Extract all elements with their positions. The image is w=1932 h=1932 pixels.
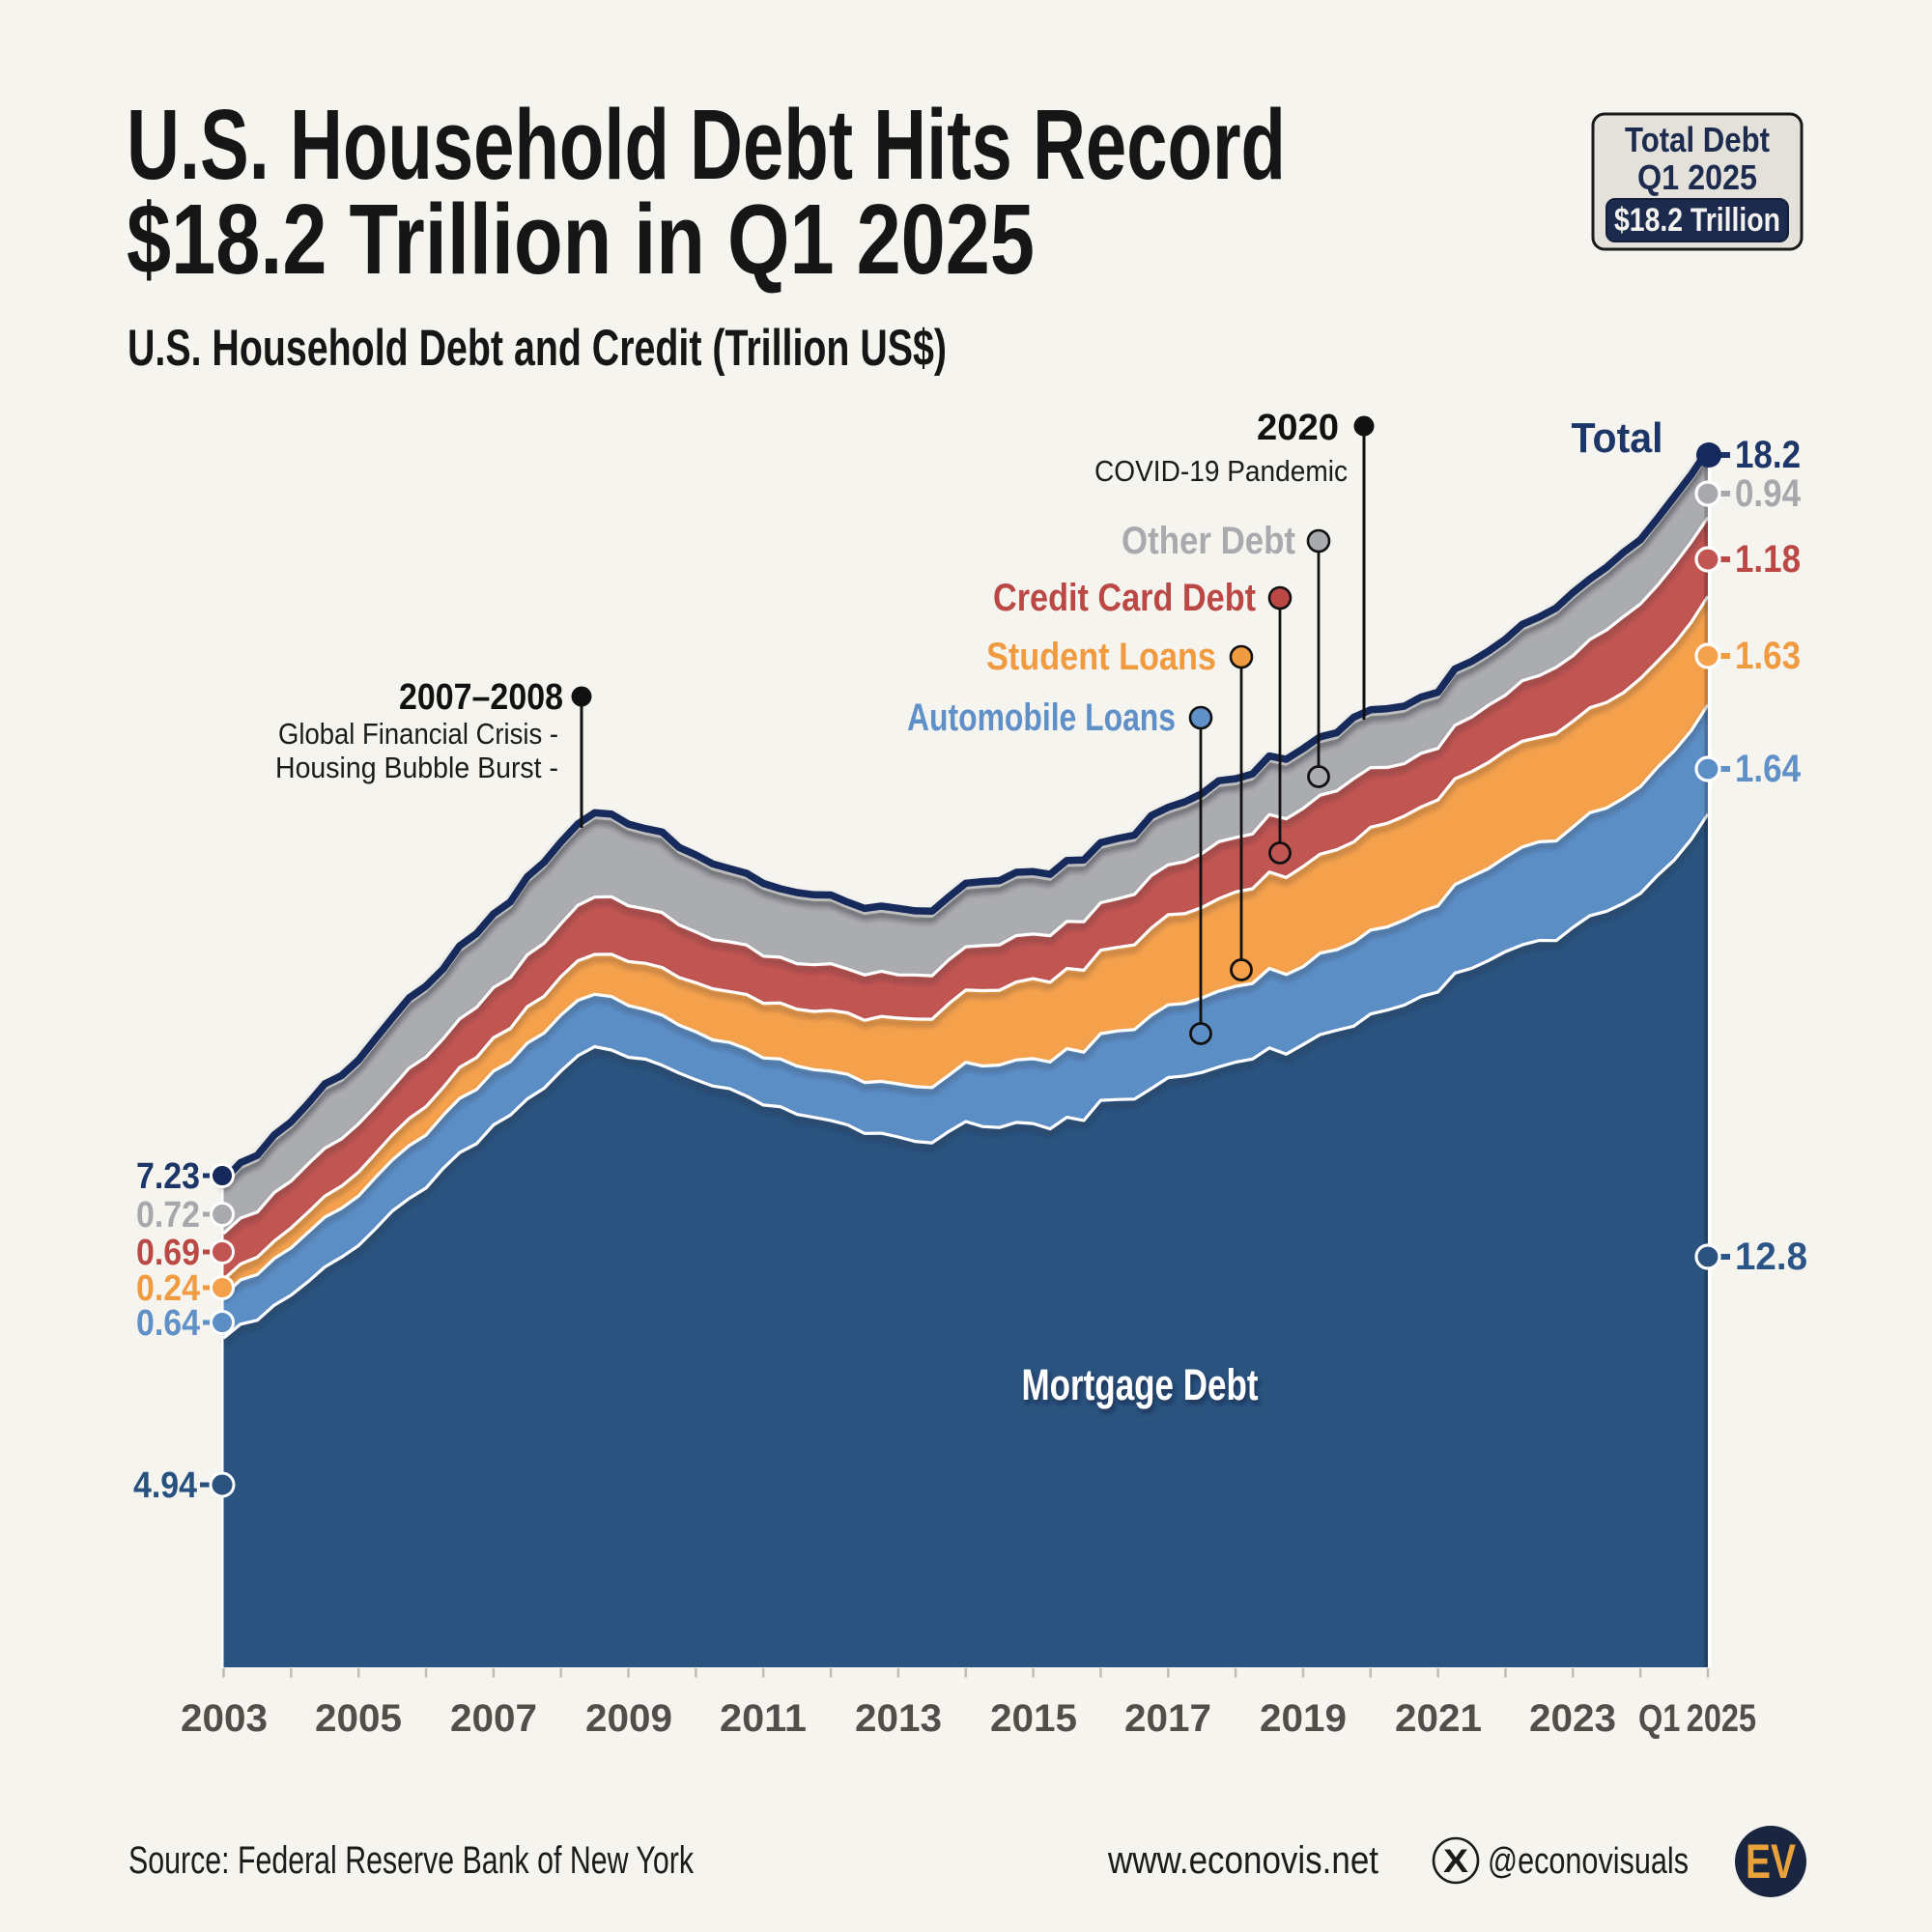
- svg-text:Total: Total: [1572, 414, 1663, 462]
- svg-text:X: X: [1443, 1843, 1468, 1880]
- svg-text:2005: 2005: [315, 1697, 402, 1740]
- svg-text:U.S. Household Debt and Credit: U.S. Household Debt and Credit (Trillion…: [128, 320, 947, 377]
- svg-text:2003: 2003: [181, 1697, 268, 1740]
- svg-text:2007: 2007: [450, 1697, 537, 1740]
- svg-text:7.23: 7.23: [136, 1156, 200, 1197]
- svg-text:Student Loans: Student Loans: [986, 636, 1216, 678]
- svg-text:@econovisuals: @econovisuals: [1488, 1841, 1689, 1882]
- svg-text:U.S. Household Debt Hits Recor: U.S. Household Debt Hits Record: [127, 89, 1286, 200]
- svg-text:Automobile Loans: Automobile Loans: [907, 696, 1176, 739]
- svg-text:Housing Bubble Burst -: Housing Bubble Burst -: [275, 751, 558, 784]
- svg-text:2011: 2011: [720, 1697, 807, 1740]
- svg-text:2015: 2015: [990, 1697, 1077, 1740]
- svg-text:2020: 2020: [1257, 408, 1339, 448]
- svg-text:Global Financial Crisis -: Global Financial Crisis -: [278, 717, 558, 751]
- svg-text:0.24: 0.24: [136, 1268, 200, 1309]
- svg-text:2009: 2009: [585, 1697, 672, 1740]
- svg-text:Other Debt: Other Debt: [1122, 520, 1295, 562]
- svg-text:1.18: 1.18: [1735, 538, 1801, 581]
- svg-text:2023: 2023: [1529, 1697, 1616, 1740]
- svg-text:Source: Federal Reserve Bank o: Source: Federal Reserve Bank of New York: [128, 1839, 695, 1882]
- svg-text:Credit Card Debt: Credit Card Debt: [993, 577, 1256, 619]
- svg-text:2013: 2013: [855, 1697, 942, 1740]
- svg-text:EV: EV: [1746, 1834, 1797, 1889]
- svg-text:1.64: 1.64: [1735, 748, 1802, 790]
- svg-text:Q1 2025: Q1 2025: [1638, 1697, 1756, 1740]
- svg-text:2007–2008: 2007–2008: [399, 677, 563, 718]
- svg-text:4.94: 4.94: [133, 1465, 197, 1506]
- svg-text:2021: 2021: [1395, 1697, 1482, 1740]
- svg-text:0.72: 0.72: [136, 1195, 200, 1236]
- svg-text:COVID-19 Pandemic: COVID-19 Pandemic: [1094, 454, 1348, 488]
- svg-text:Total Debt: Total Debt: [1625, 120, 1770, 159]
- svg-text:18.2: 18.2: [1735, 434, 1801, 476]
- svg-text:Mortgage Debt: Mortgage Debt: [1022, 1360, 1259, 1409]
- svg-text:2017: 2017: [1124, 1697, 1211, 1740]
- svg-text:$18.2 Trillion: $18.2 Trillion: [1614, 202, 1780, 239]
- svg-text:0.69: 0.69: [136, 1233, 200, 1273]
- svg-text:Q1 2025: Q1 2025: [1637, 157, 1757, 197]
- svg-text:0.94: 0.94: [1735, 472, 1802, 515]
- svg-text:1.63: 1.63: [1735, 635, 1801, 677]
- svg-text:$18.2 Trillion in Q1 2025: $18.2 Trillion in Q1 2025: [127, 184, 1035, 295]
- svg-text:www.econovis.net: www.econovis.net: [1107, 1839, 1378, 1882]
- svg-text:0.64: 0.64: [136, 1303, 200, 1344]
- svg-text:2019: 2019: [1260, 1697, 1347, 1740]
- svg-text:12.8: 12.8: [1735, 1236, 1807, 1278]
